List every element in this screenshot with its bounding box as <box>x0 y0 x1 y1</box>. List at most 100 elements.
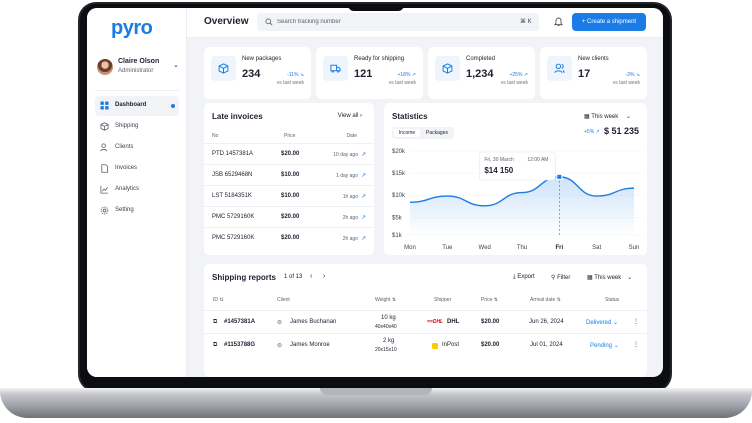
next-page-button[interactable]: › <box>323 273 326 280</box>
price: $20.00 <box>481 342 500 348</box>
dhl-logo: ==DHL <box>427 319 444 325</box>
search-bar[interactable]: ⌘ K <box>257 13 539 31</box>
late-invoices-card: Late invoices View all › No Price Date P… <box>204 103 374 255</box>
status-badge[interactable]: Delivered ⌄ <box>586 320 619 326</box>
arrival-date: Jun 26, 2024 <box>529 319 564 325</box>
kpi-sub: vs last week <box>388 80 416 86</box>
copy-icon[interactable]: ⧉ <box>213 342 218 348</box>
copy-icon[interactable]: ⧉ <box>213 319 218 325</box>
sidebar-item-label: Shipping <box>115 123 139 129</box>
sidebar-item-label: Dashboard <box>115 102 147 108</box>
col-header-price[interactable]: Price ⇅ <box>481 297 498 303</box>
arrow-icon[interactable]: ↗ <box>360 215 366 221</box>
kpi-card-completed: Completed 1,234 +25% ↗ vs last week <box>428 47 535 99</box>
stats-total: $ 51 235 <box>603 126 639 136</box>
arrow-icon[interactable]: ↗ <box>360 173 366 179</box>
dimensions: 20x15x10 <box>375 347 397 353</box>
sidebar-item-analytics[interactable]: Analytics <box>95 180 179 200</box>
arrow-icon[interactable]: ↗ <box>360 152 366 158</box>
weight: 10 kg <box>381 315 396 321</box>
prev-page-button[interactable]: ‹ <box>310 273 313 280</box>
sidebar-item-invoices[interactable]: Invoices <box>95 159 179 179</box>
chevron-down-icon[interactable]: ⌄ <box>173 62 179 69</box>
table-row[interactable]: ⧉ #1153788G ⊜ James Monroe 2 kg 20x15x10… <box>204 333 647 355</box>
col-header-id[interactable]: ID ⇅ <box>213 297 224 303</box>
shipment-id: #1153788G <box>224 342 256 348</box>
client-name: James Monroe <box>290 342 330 348</box>
table-row[interactable]: LST 5184351K $10.00 1h ago ↗ <box>204 185 374 206</box>
table-row[interactable]: JSB 6529468N $10.00 1 day ago ↗ <box>204 164 374 185</box>
arrival-date: Jul 01, 2024 <box>530 342 563 348</box>
active-dot <box>171 104 175 108</box>
week-selector[interactable]: ▦ This week ⌄ <box>587 274 632 281</box>
user-menu[interactable]: Claire Olson Administrator ⌄ <box>97 57 181 83</box>
file-icon <box>101 164 109 173</box>
bell-icon[interactable] <box>554 17 563 27</box>
kpi-value: 234 <box>242 68 261 80</box>
col-header-shipper: Shipper <box>434 297 452 303</box>
kpi-label: New packages <box>242 56 282 62</box>
dimensions: 40x40x40 <box>375 324 397 330</box>
table-row[interactable]: PMC 5729160K $20.00 2h ago ↗ <box>204 227 374 248</box>
kpi-change: +18% ↗ <box>397 72 416 78</box>
kpi-icon-bg <box>435 56 460 81</box>
sidebar-item-shipping[interactable]: Shipping <box>95 117 179 137</box>
x-tick-label: Sat <box>592 245 601 251</box>
more-icon[interactable]: ⋮ <box>633 342 639 348</box>
sidebar-item-dashboard[interactable]: Dashboard <box>95 96 179 116</box>
invoice-price: $20.00 <box>281 151 300 157</box>
sidebar-item-clients[interactable]: Clients <box>95 138 179 158</box>
kpi-change: +25% ↗ <box>509 72 528 78</box>
app-logo[interactable]: pyro <box>111 17 153 39</box>
status-badge[interactable]: Pending ⌄ <box>590 343 619 349</box>
x-tick-label: Mon <box>404 245 416 251</box>
sidebar-item-setting[interactable]: Setting <box>95 201 179 221</box>
y-tick-label: $10k <box>392 193 406 199</box>
sidebar-item-label: Setting <box>115 207 134 213</box>
more-icon[interactable]: ⋮ <box>633 319 639 325</box>
week-label: This week <box>591 114 619 120</box>
invoice-number: PTD 1457381A <box>212 151 254 157</box>
col-header-no: No <box>212 133 219 139</box>
export-button[interactable]: ⤓ Export <box>513 274 535 281</box>
y-tick-label: $1k <box>392 233 403 239</box>
weight: 2 kg <box>383 338 395 344</box>
invoice-age: 1h ago <box>342 194 358 200</box>
invoice-number: PMC 5729160K <box>212 235 255 241</box>
box-icon <box>100 122 109 131</box>
view-all-link[interactable]: View all › <box>337 113 362 119</box>
x-tick-label: Thu <box>517 245 527 251</box>
col-header-weight[interactable]: Weight ⇅ <box>375 297 397 303</box>
week-selector[interactable]: ▦ This week ⌄ <box>584 113 631 120</box>
filter-button[interactable]: ⚲ Filter <box>551 274 570 281</box>
user-icon: ⊜ <box>277 343 283 349</box>
filter-label: Filter <box>557 275 571 281</box>
sidebar-item-label: Analytics <box>115 186 140 192</box>
search-input[interactable] <box>277 17 497 27</box>
x-tick-label: Wed <box>479 245 491 251</box>
user-name: Claire Olson <box>118 58 160 65</box>
create-shipment-button[interactable]: + Create a shipment <box>572 13 646 31</box>
stats-change: +5% ↗ <box>584 129 600 135</box>
arrow-icon[interactable]: ↗ <box>360 236 366 242</box>
invoice-price: $10.00 <box>281 193 300 199</box>
sidebar: pyro Claire Olson Administrator ⌄ Dashbo… <box>87 8 187 377</box>
income-chart[interactable]: $20k $15k $10k $5k $1k Mon Tue Wed Thu Fri Sat Sun… <box>384 143 647 255</box>
tab-packages[interactable]: Packages <box>426 130 448 136</box>
table-row[interactable]: ⧉ #1457381A ⊜ James Buchanan 10 kg 40x40… <box>204 310 647 332</box>
tooltip-value: $14 150 <box>484 166 513 175</box>
kpi-sub: vs last week <box>612 80 640 86</box>
invoice-price: $10.00 <box>281 172 300 178</box>
kpi-icon-bg <box>323 56 348 81</box>
chart-line <box>409 176 635 207</box>
user-icon: ⊜ <box>277 320 283 326</box>
tab-income[interactable]: Income <box>394 129 420 137</box>
table-row[interactable]: PTD 1457381A $20.00 10 day ago ↗ <box>204 143 374 164</box>
page-title: Overview <box>204 16 249 27</box>
tooltip-date: Fri, 30 March <box>484 157 514 163</box>
arrow-icon[interactable]: ↗ <box>360 194 366 200</box>
table-row[interactable]: PMC 5729160K $20.00 2h ago ↗ <box>204 206 374 227</box>
col-header-arrival-date[interactable]: Arrival date ⇅ <box>530 297 561 303</box>
invoice-price: $20.00 <box>281 214 300 220</box>
